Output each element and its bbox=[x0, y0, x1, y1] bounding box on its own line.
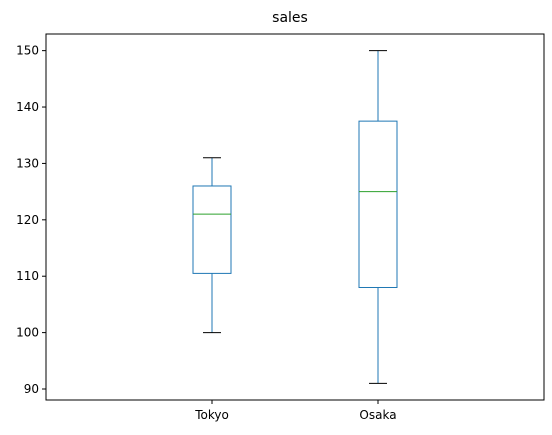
chart-title: sales bbox=[272, 10, 308, 26]
iqr-box bbox=[358, 120, 398, 288]
plot-frame bbox=[45, 33, 545, 401]
y-tick-label: 140 bbox=[16, 100, 39, 114]
box-series bbox=[192, 50, 398, 384]
y-tick-label: 110 bbox=[16, 269, 39, 283]
y-axis: 90 100 110 120 130 140 150 bbox=[16, 44, 46, 396]
y-tick-label: 150 bbox=[16, 44, 39, 58]
y-tick-label: 130 bbox=[16, 156, 39, 170]
x-tick-label: Tokyo bbox=[194, 408, 229, 422]
y-tick-label: 90 bbox=[24, 382, 39, 396]
x-tick-label: Osaka bbox=[359, 408, 396, 422]
x-axis: Tokyo Osaka bbox=[194, 400, 397, 422]
iqr-box bbox=[192, 185, 232, 274]
box-osaka bbox=[358, 50, 398, 384]
y-tick-label: 100 bbox=[16, 326, 39, 340]
box-tokyo bbox=[192, 157, 232, 334]
y-tick-label: 120 bbox=[16, 213, 39, 227]
